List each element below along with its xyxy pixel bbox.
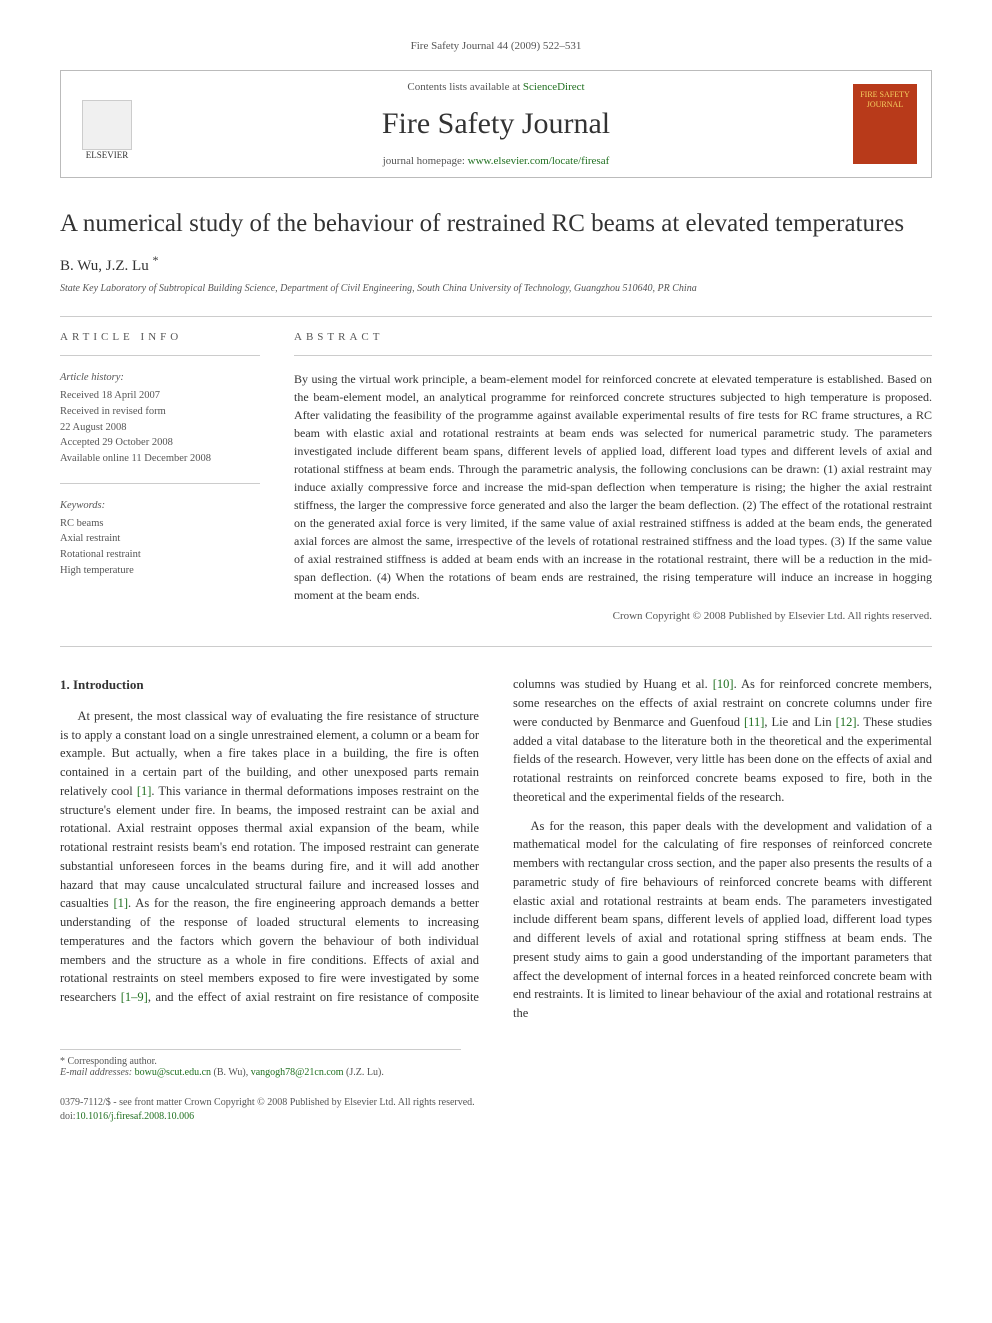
corresponding-author-note: * Corresponding author. xyxy=(60,1056,461,1067)
body-text-run: . As for the reason, the fire engineerin… xyxy=(60,896,479,1004)
email-link[interactable]: bowu@scut.edu.cn xyxy=(135,1067,211,1078)
elsevier-logo: ELSEVIER xyxy=(75,88,139,160)
email-author: (J.Z. Lu). xyxy=(344,1067,384,1078)
page-footer: 0379-7112/$ - see front matter Crown Cop… xyxy=(60,1096,932,1124)
journal-center: Contents lists available at ScienceDirec… xyxy=(153,81,839,167)
divider xyxy=(60,483,260,484)
running-header: Fire Safety Journal 44 (2009) 522–531 xyxy=(60,40,932,52)
citation-link[interactable]: [10] xyxy=(713,677,734,691)
meta-abstract-row: ARTICLE INFO Article history: Received 1… xyxy=(60,331,932,622)
journal-cover-thumbnail: FIRE SAFETY JOURNAL xyxy=(853,84,917,164)
history-line: 22 August 2008 xyxy=(60,420,260,436)
history-line: Available online 11 December 2008 xyxy=(60,451,260,467)
doi-line: doi:10.1016/j.firesaf.2008.10.006 xyxy=(60,1110,932,1124)
history-line: Received in revised form xyxy=(60,404,260,420)
citation-link[interactable]: [1] xyxy=(137,784,152,798)
article-info-column: ARTICLE INFO Article history: Received 1… xyxy=(60,331,260,622)
divider xyxy=(60,316,932,317)
homepage-link[interactable]: www.elsevier.com/locate/firesaf xyxy=(468,155,610,167)
journal-masthead: ELSEVIER Contents lists available at Sci… xyxy=(60,70,932,178)
homepage-line: journal homepage: www.elsevier.com/locat… xyxy=(153,155,839,167)
doi-link[interactable]: 10.1016/j.firesaf.2008.10.006 xyxy=(76,1111,195,1122)
contents-line: Contents lists available at ScienceDirec… xyxy=(153,81,839,93)
email-addresses: E-mail addresses: bowu@scut.edu.cn (B. W… xyxy=(60,1067,461,1078)
affiliation: State Key Laboratory of Subtropical Buil… xyxy=(60,283,932,294)
keyword: High temperature xyxy=(60,563,260,579)
front-matter-line: 0379-7112/$ - see front matter Crown Cop… xyxy=(60,1096,932,1110)
introduction-heading: 1. Introduction xyxy=(60,675,479,695)
emails-label: E-mail addresses: xyxy=(60,1067,135,1078)
abstract-column: ABSTRACT By using the virtual work princ… xyxy=(294,331,932,622)
keywords-block: Keywords: RC beams Axial restraint Rotat… xyxy=(60,498,260,579)
keyword: Axial restraint xyxy=(60,531,260,547)
corresponding-mark: * xyxy=(152,253,158,267)
article-history: Article history: Received 18 April 2007 … xyxy=(60,370,260,467)
article-title: A numerical study of the behaviour of re… xyxy=(60,208,932,239)
author-names: B. Wu, J.Z. Lu xyxy=(60,258,149,274)
history-head: Article history: xyxy=(60,370,260,386)
footnotes: * Corresponding author. E-mail addresses… xyxy=(60,1049,461,1078)
abstract-heading: ABSTRACT xyxy=(294,331,932,343)
body-text-run: . This variance in thermal deformations … xyxy=(60,784,479,911)
keywords-head: Keywords: xyxy=(60,498,260,514)
divider xyxy=(60,355,260,356)
body-paragraph: As for the reason, this paper deals with… xyxy=(513,817,932,1023)
divider xyxy=(294,355,932,356)
history-line: Received 18 April 2007 xyxy=(60,388,260,404)
authors: B. Wu, J.Z. Lu * xyxy=(60,253,932,275)
article-info-heading: ARTICLE INFO xyxy=(60,331,260,343)
journal-title: Fire Safety Journal xyxy=(153,107,839,141)
citation-link[interactable]: [11] xyxy=(744,715,764,729)
abstract-copyright: Crown Copyright © 2008 Published by Else… xyxy=(294,610,932,622)
body-text: 1. Introduction At present, the most cla… xyxy=(60,675,932,1023)
citation-link[interactable]: [1] xyxy=(113,896,128,910)
keyword: Rotational restraint xyxy=(60,547,260,563)
publisher-name: ELSEVIER xyxy=(86,150,129,160)
keyword: RC beams xyxy=(60,516,260,532)
homepage-prefix: journal homepage: xyxy=(383,155,468,167)
doi-label: doi: xyxy=(60,1111,76,1122)
sciencedirect-link[interactable]: ScienceDirect xyxy=(523,81,585,93)
citation-link[interactable]: [12] xyxy=(836,715,857,729)
email-author: (B. Wu), xyxy=(211,1067,251,1078)
history-line: Accepted 29 October 2008 xyxy=(60,435,260,451)
elsevier-tree-icon xyxy=(82,100,132,150)
email-link[interactable]: vangogh78@21cn.com xyxy=(251,1067,344,1078)
divider xyxy=(60,646,932,647)
citation-link[interactable]: [1–9] xyxy=(121,990,148,1004)
contents-prefix: Contents lists available at xyxy=(407,81,522,93)
body-text-run: , Lie and Lin xyxy=(764,715,835,729)
abstract-text: By using the virtual work principle, a b… xyxy=(294,370,932,604)
